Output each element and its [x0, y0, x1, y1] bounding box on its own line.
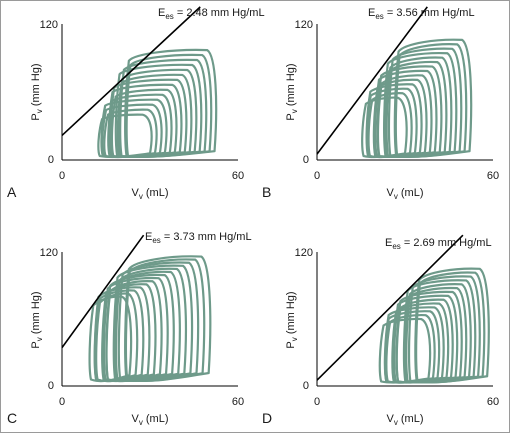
espvr-line-d: [316, 234, 464, 381]
espvr-label-b: Ees = 3.56 mm Hg/mL: [368, 7, 475, 21]
y-tick-zero-b: 0: [303, 154, 309, 166]
panel-d: 120 0 0 60 Vv (mL) Pv (mm Hg) Ees = 2.69…: [255, 220, 503, 432]
pv-loops-c: [88, 255, 212, 383]
chart-a: 120 0 0 60 Vv (mL) Pv (mm Hg) Ees = 2.48…: [7, 6, 265, 201]
espvr-line-a: [61, 6, 201, 137]
x-tick-max-b: 60: [487, 170, 499, 182]
chart-d: 120 0 0 60 Vv (mL) Pv (mm Hg) Ees = 2.69…: [262, 234, 499, 427]
pv-loops-a: [97, 48, 218, 159]
y-tick-top-c: 120: [40, 247, 58, 259]
y-axis-label-a: Pv (mm Hg): [30, 63, 44, 120]
x-axis-label-a: Vv (mL): [131, 187, 168, 201]
panel-b: 120 0 0 60 Vv (mL) Pv (mm Hg) Ees = 3.56…: [255, 0, 503, 212]
panel-letter-d: D: [262, 410, 272, 426]
x-axis-label-d: Vv (mL): [386, 413, 423, 427]
pv-loops-b: [361, 38, 473, 159]
x-tick-zero-a: 0: [59, 170, 65, 182]
espvr-label-a: Ees = 2.48 mm Hg/mL: [158, 7, 265, 21]
pv-loop-d-14: [378, 317, 432, 384]
x-tick-zero-b: 0: [314, 170, 320, 182]
x-tick-zero-d: 0: [314, 396, 320, 408]
x-tick-max-c: 60: [232, 396, 244, 408]
panel-c: 120 0 0 60 Vv (mL) Pv (mm Hg) Ees = 3.73…: [0, 220, 252, 432]
panel-letter-b: B: [262, 184, 271, 200]
y-tick-top-a: 120: [40, 19, 58, 31]
x-axis-label-c: Vv (mL): [131, 413, 168, 427]
y-tick-zero-c: 0: [48, 380, 54, 392]
panel-a: 120 0 0 60 Vv (mL) Pv (mm Hg) Ees = 2.48…: [0, 0, 265, 212]
y-tick-zero-d: 0: [303, 380, 309, 392]
y-tick-top-b: 120: [295, 19, 313, 31]
y-axis-label-b: Pv (mm Hg): [285, 63, 299, 120]
chart-c: 120 0 0 60 Vv (mL) Pv (mm Hg) Ees = 3.73…: [7, 231, 252, 427]
y-tick-zero-a: 0: [48, 154, 54, 166]
espvr-line-c: [61, 234, 145, 349]
x-tick-zero-c: 0: [59, 396, 65, 408]
y-axis-label-c: Pv (mm Hg): [30, 291, 44, 348]
y-axis-label-d: Pv (mm Hg): [285, 291, 299, 348]
x-axis-label-b: Vv (mL): [386, 187, 423, 201]
x-tick-max-a: 60: [232, 170, 244, 182]
pv-loops-d: [378, 267, 490, 384]
x-tick-max-d: 60: [487, 396, 499, 408]
espvr-label-c: Ees = 3.73 mm Hg/mL: [145, 231, 252, 245]
pv-loop-a-14: [97, 113, 153, 159]
espvr-label-d: Ees = 2.69 mm Hg/mL: [385, 237, 492, 251]
pv-loop-b-14: [361, 96, 408, 159]
y-tick-top-d: 120: [295, 247, 313, 259]
panel-letter-a: A: [7, 184, 17, 200]
panel-letter-c: C: [7, 410, 17, 426]
chart-b: 120 0 0 60 Vv (mL) Pv (mm Hg) Ees = 3.56…: [262, 6, 499, 201]
espvr-line-b: [316, 6, 428, 155]
